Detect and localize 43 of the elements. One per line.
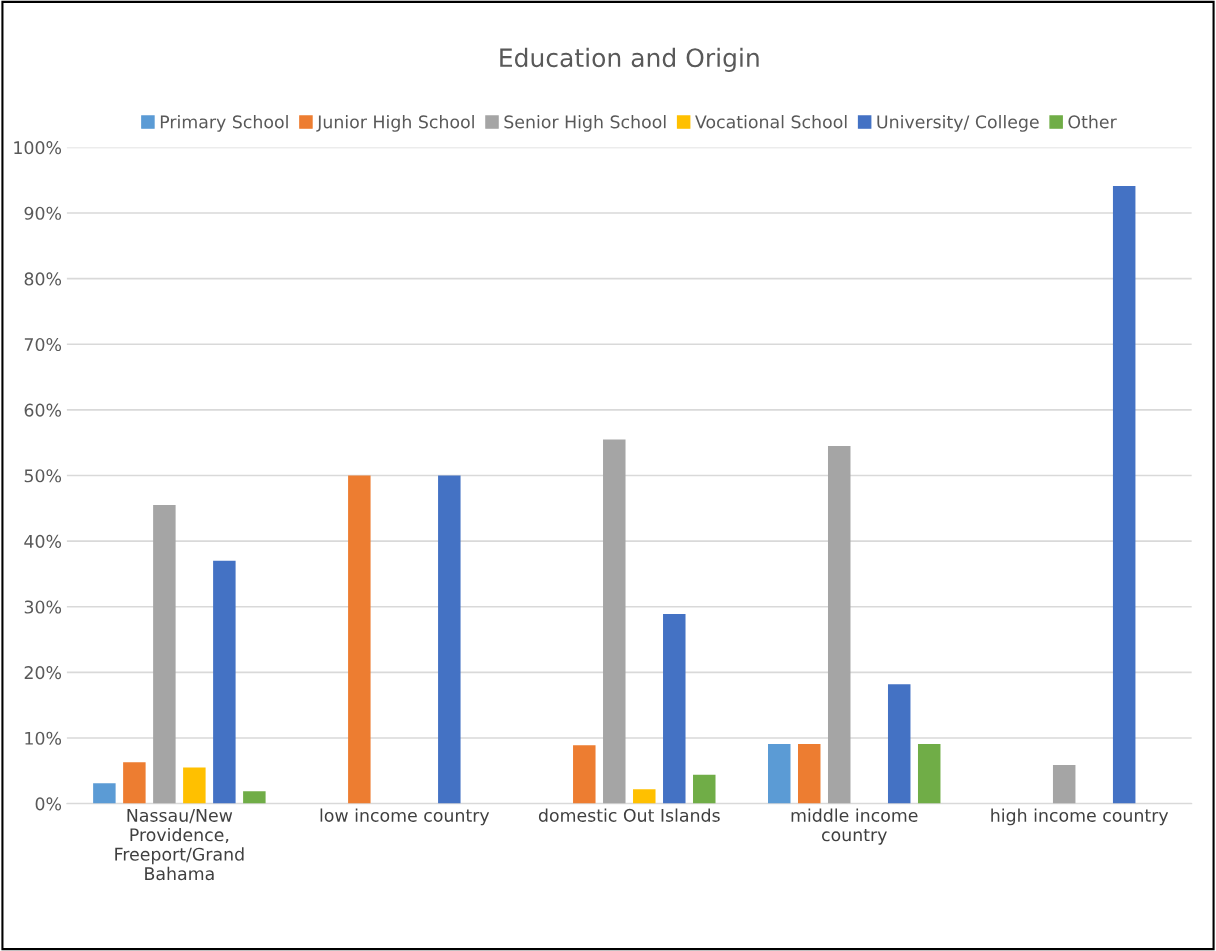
bar — [438, 475, 461, 804]
y-tick-label: 60% — [24, 403, 62, 417]
bar — [887, 684, 911, 804]
y-tick-label: 70% — [24, 337, 62, 352]
bar — [1112, 186, 1136, 804]
legend-label: Primary School — [160, 114, 288, 132]
bar — [93, 783, 116, 804]
bar — [153, 505, 176, 804]
x-tick-label: middle income country — [791, 808, 918, 845]
y-tick-label: 100% — [14, 141, 62, 155]
chart-title: Education and Origin — [500, 47, 759, 73]
y-tick-label: 20% — [24, 666, 62, 680]
legend-label: Vocational School — [695, 114, 847, 129]
y-tick-label: 40% — [24, 534, 62, 548]
y-tick-label: 50% — [24, 469, 62, 483]
bar — [798, 743, 821, 804]
bar — [603, 439, 626, 804]
bar — [1052, 764, 1076, 804]
bar — [183, 767, 206, 804]
bar — [633, 789, 656, 804]
bar — [123, 762, 146, 804]
y-tick-label: 80% — [24, 272, 62, 286]
x-tick-label: domestic Out Islands — [538, 808, 720, 822]
bar — [917, 743, 941, 804]
legend-label: Junior High School — [316, 114, 474, 132]
bar — [663, 613, 686, 804]
legend-label: University/ College — [877, 114, 1039, 132]
bar — [213, 560, 236, 804]
bar — [768, 743, 791, 804]
legend-label: Senior High School — [504, 114, 666, 132]
bar — [573, 745, 596, 804]
x-tick-label: high income country — [991, 808, 1169, 826]
bar — [348, 475, 371, 804]
y-tick-label: 30% — [24, 600, 62, 614]
x-tick-label: Nassau/New Providence, Freeport/Grand Bahama — [115, 808, 244, 881]
y-tick-label: 10% — [25, 731, 62, 745]
bar — [693, 774, 716, 804]
y-tick-label: 0% — [35, 797, 62, 811]
y-tick-label: 90% — [24, 206, 62, 220]
x-tick-label: low income country — [320, 808, 490, 826]
bar — [243, 791, 266, 804]
bar — [827, 445, 851, 804]
legend-label: Other — [1068, 114, 1117, 129]
